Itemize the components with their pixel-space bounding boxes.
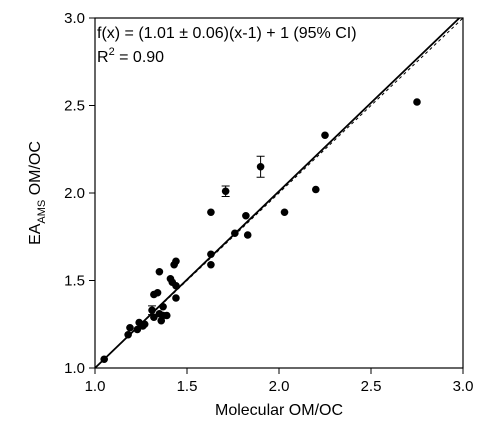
y-axis-ticks: 1.0 1.5 2.0 2.5 3.0	[64, 10, 95, 377]
data-point	[133, 325, 142, 334]
data-point	[172, 294, 180, 302]
x-axis-title: Molecular OM/OC	[215, 402, 343, 419]
data-points	[100, 98, 421, 364]
x-tick-label: 2.0	[269, 378, 290, 395]
y-tick-label: 1.5	[64, 273, 85, 290]
data-point	[100, 355, 108, 364]
data-point	[231, 229, 239, 238]
data-point	[148, 306, 156, 315]
r-squared-value: = 0.90	[115, 49, 164, 66]
r-squared-superscript: 2	[109, 46, 115, 58]
x-tick-label: 1.0	[85, 378, 106, 395]
data-point	[207, 208, 215, 217]
fit-equation: f(x) = (1.01 ± 0.06)(x-1) + 1 (95% CI)	[97, 25, 357, 42]
data-point	[155, 267, 164, 276]
data-point	[172, 257, 180, 266]
y-tick-label: 2.5	[64, 98, 85, 115]
fit-lines	[94, 17, 464, 369]
r-squared: R2 = 0.90	[97, 46, 164, 66]
y-axis-title-subscript: AMS	[36, 200, 48, 224]
data-point	[321, 131, 329, 140]
data-point	[280, 208, 289, 217]
fit-line	[94, 17, 460, 369]
data-point	[159, 302, 167, 311]
data-point	[140, 320, 149, 329]
data-point	[153, 288, 162, 297]
data-point	[221, 187, 230, 196]
y-axis-title-rest: OM/OC	[27, 141, 44, 200]
data-point	[124, 330, 132, 339]
data-point	[256, 162, 265, 171]
x-axis-ticks: 1.0 1.5 2.0 2.5 3.0	[85, 368, 474, 395]
data-point	[150, 313, 158, 322]
y-axis-title: EAAMS OM/OC	[27, 141, 48, 245]
x-tick-label: 3.0	[453, 378, 474, 395]
data-point	[162, 311, 171, 320]
data-point	[243, 231, 252, 239]
r-squared-prefix: R	[97, 49, 109, 66]
data-point	[126, 323, 134, 332]
data-point	[413, 98, 421, 106]
data-point	[312, 185, 320, 194]
y-tick-label: 2.0	[64, 185, 85, 202]
data-point	[172, 281, 180, 290]
y-tick-label: 1.0	[64, 360, 85, 377]
x-tick-label: 1.5	[177, 378, 198, 395]
data-point	[207, 260, 215, 269]
x-tick-label: 2.5	[361, 378, 382, 395]
data-point	[242, 211, 250, 220]
y-tick-label: 3.0	[64, 10, 85, 27]
y-axis-title-main: EA	[27, 223, 44, 245]
data-point	[207, 250, 215, 259]
